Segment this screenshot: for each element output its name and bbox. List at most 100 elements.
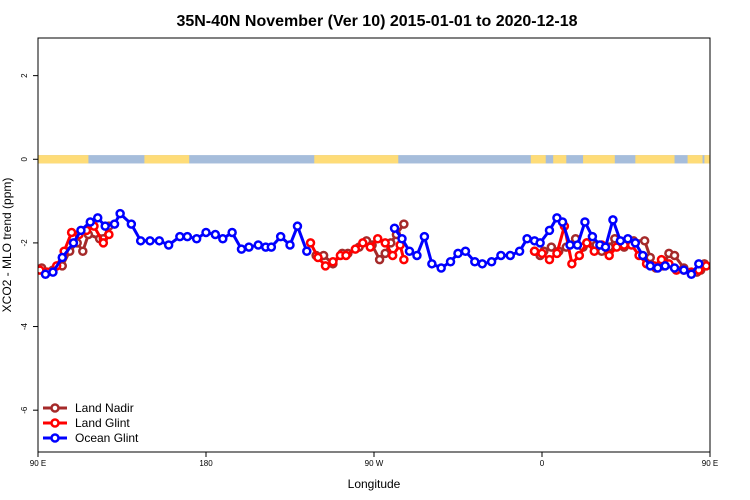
data-point bbox=[68, 238, 79, 248]
data-point bbox=[48, 267, 58, 277]
data-point bbox=[244, 242, 254, 252]
data-point bbox=[686, 269, 697, 280]
land-band bbox=[704, 155, 710, 164]
data-point bbox=[572, 240, 583, 250]
land-band bbox=[314, 155, 399, 164]
data-point bbox=[587, 231, 598, 242]
data-point bbox=[552, 248, 562, 259]
data-point bbox=[522, 233, 532, 244]
data-point bbox=[419, 231, 430, 242]
data-point bbox=[66, 227, 77, 238]
data-point bbox=[660, 261, 670, 271]
data-point bbox=[608, 215, 618, 225]
data-point bbox=[544, 225, 555, 236]
data-point bbox=[182, 231, 193, 242]
chart-title: 35N-40N November (Ver 10) 2015-01-01 to … bbox=[176, 13, 577, 30]
y-tick-label: -2 bbox=[20, 239, 29, 247]
data-point bbox=[544, 254, 555, 265]
data-point bbox=[302, 246, 312, 257]
x-tick-label: 90 E bbox=[30, 459, 46, 468]
land-band bbox=[144, 155, 190, 164]
land-sea-strip bbox=[38, 155, 710, 164]
data-point bbox=[397, 233, 407, 244]
data-point bbox=[600, 242, 611, 252]
legend-marker bbox=[50, 433, 60, 443]
data-point bbox=[427, 259, 437, 269]
data-point bbox=[470, 256, 480, 267]
data-point bbox=[557, 217, 568, 227]
data-point bbox=[374, 254, 385, 265]
data-point bbox=[201, 227, 211, 238]
data-point bbox=[638, 250, 648, 261]
data-point bbox=[320, 261, 331, 271]
data-point bbox=[496, 250, 506, 261]
data-point bbox=[567, 259, 577, 269]
data-point bbox=[115, 208, 125, 219]
data-point bbox=[639, 236, 650, 246]
x-tick-label: 0 bbox=[540, 459, 545, 468]
data-point bbox=[78, 246, 88, 257]
data-point bbox=[365, 242, 376, 252]
data-point bbox=[669, 250, 680, 261]
data-point bbox=[154, 236, 165, 246]
x-axis-label: Longitude bbox=[348, 477, 401, 491]
legend-item: Land Glint bbox=[43, 416, 130, 430]
data-point bbox=[460, 246, 471, 257]
data-point bbox=[236, 244, 247, 254]
land-band bbox=[530, 155, 546, 164]
data-point bbox=[514, 246, 525, 257]
data-point bbox=[580, 217, 590, 227]
data-point bbox=[669, 263, 680, 273]
series-layer bbox=[38, 208, 710, 280]
data-point bbox=[436, 263, 446, 273]
data-point bbox=[477, 259, 488, 269]
land-band bbox=[38, 155, 89, 164]
data-point bbox=[537, 248, 547, 259]
x-axis: 90 E 180 90 W 0 90 E bbox=[30, 452, 718, 468]
data-point bbox=[305, 238, 316, 248]
data-point bbox=[399, 254, 409, 265]
y-axis-label: XCO2 - MLO trend (ppm) bbox=[0, 178, 14, 313]
x-tick-label: 90 E bbox=[702, 459, 718, 468]
legend-marker bbox=[50, 403, 60, 413]
legend-item: Ocean Glint bbox=[43, 431, 139, 445]
data-point bbox=[399, 219, 409, 229]
data-point bbox=[412, 250, 422, 261]
data-point bbox=[40, 269, 51, 280]
data-point bbox=[623, 233, 633, 244]
legend-label: Ocean Glint bbox=[75, 431, 139, 445]
series-ocean-glint bbox=[40, 208, 704, 280]
data-point bbox=[604, 250, 614, 261]
data-point bbox=[145, 236, 155, 246]
data-point bbox=[163, 240, 174, 250]
data-point bbox=[85, 217, 96, 227]
data-point bbox=[652, 263, 663, 273]
data-point bbox=[92, 213, 103, 223]
data-point bbox=[253, 240, 264, 250]
data-point bbox=[341, 250, 351, 261]
data-point bbox=[175, 231, 185, 242]
data-point bbox=[275, 231, 286, 242]
data-point bbox=[266, 242, 277, 252]
data-point bbox=[630, 238, 641, 248]
land-band bbox=[553, 155, 567, 164]
data-point bbox=[191, 233, 202, 244]
data-point bbox=[389, 223, 400, 234]
data-point bbox=[292, 221, 303, 231]
x-tick-label: 180 bbox=[199, 459, 213, 468]
data-point bbox=[100, 221, 110, 231]
data-point bbox=[227, 227, 237, 238]
legend-label: Land Glint bbox=[75, 416, 130, 430]
data-point bbox=[76, 225, 86, 236]
y-tick-label: 0 bbox=[20, 156, 29, 161]
data-point bbox=[589, 246, 600, 257]
legend-item: Land Nadir bbox=[43, 401, 134, 415]
data-point bbox=[104, 229, 114, 240]
legend-label: Land Nadir bbox=[75, 401, 134, 415]
data-point bbox=[574, 250, 585, 261]
data-point bbox=[582, 238, 592, 248]
data-point bbox=[486, 256, 497, 267]
data-point bbox=[505, 250, 516, 261]
